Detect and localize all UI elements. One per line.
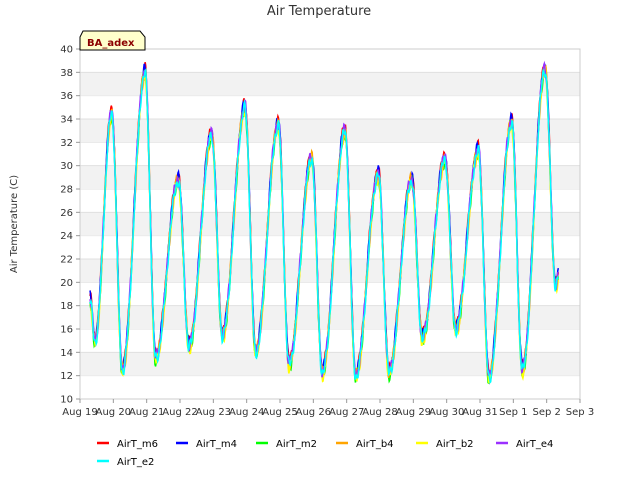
x-tick-label: Aug 28 <box>362 407 397 418</box>
legend-label: AirT_e2 <box>117 457 154 468</box>
y-tick-label: 22 <box>60 255 73 266</box>
chart-title: Air Temperature <box>267 4 371 19</box>
legend-label: AirT_m4 <box>196 439 237 450</box>
x-tick-label: Aug 19 <box>62 407 97 418</box>
y-tick-label: 38 <box>60 68 73 79</box>
y-tick-label: 28 <box>60 185 73 196</box>
y-tick-label: 10 <box>60 395 73 406</box>
legend-label: AirT_m2 <box>276 439 317 450</box>
y-tick-label: 26 <box>60 208 73 219</box>
x-tick-label: Aug 31 <box>462 407 497 418</box>
plot-frame <box>79 48 581 400</box>
y-tick-label: 20 <box>60 278 73 289</box>
legend-label: AirT_b2 <box>436 439 474 450</box>
x-tick-label: Aug 24 <box>229 407 264 418</box>
x-tick-label: Aug 22 <box>162 407 197 418</box>
y-tick-label: 32 <box>60 138 73 149</box>
y-tick-label: 36 <box>60 91 73 102</box>
x-tick-label: Sep 3 <box>566 407 594 418</box>
x-tick-label: Aug 20 <box>96 407 131 418</box>
y-tick-label: 16 <box>60 325 73 336</box>
grid-bands <box>80 48 580 377</box>
site-label: BA_adex <box>87 38 135 49</box>
x-tick-label: Aug 27 <box>329 407 364 418</box>
y-tick-label: 30 <box>60 161 73 172</box>
y-axis-ticks: 10 12 14 16 18 20 22 24 26 28 30 32 34 36 38 40 <box>60 45 80 406</box>
y-tick-label: 18 <box>60 301 73 312</box>
series-line-AirT_e2 <box>89 67 559 384</box>
grid-band <box>80 119 580 143</box>
x-tick-label: Aug 26 <box>296 407 331 418</box>
y-tick-label: 24 <box>60 231 73 242</box>
x-tick-label: Aug 29 <box>396 407 431 418</box>
grid-band <box>80 72 580 96</box>
y-tick-label: 12 <box>60 371 73 382</box>
y-tick-label: 34 <box>60 115 73 126</box>
x-tick-label: Aug 21 <box>129 407 164 418</box>
grid-band <box>80 259 580 283</box>
x-tick-label: Sep 2 <box>532 407 560 418</box>
site-label-box: BA_adex <box>79 30 146 51</box>
x-tick-label: Aug 30 <box>429 407 464 418</box>
grid-band <box>80 212 580 236</box>
x-tick-label: Aug 25 <box>262 407 297 418</box>
site-label-box-shape <box>79 30 146 51</box>
legend-label: AirT_b4 <box>356 439 394 450</box>
legend-label: AirT_m6 <box>117 439 158 450</box>
x-tick-label: Aug 23 <box>196 407 231 418</box>
legend-label: AirT_e4 <box>516 439 553 450</box>
y-axis-title: Air Temperature (C) <box>9 175 20 273</box>
y-tick-label: 40 <box>60 45 73 56</box>
legend: AirT_m6 AirT_m4 AirT_m2 AirT_b4 AirT_b2 AirT_… <box>97 439 553 468</box>
y-tick-label: 14 <box>60 348 73 359</box>
x-tick-label: Sep 1 <box>499 407 527 418</box>
series-lines <box>89 60 560 385</box>
grid-band <box>80 352 580 376</box>
